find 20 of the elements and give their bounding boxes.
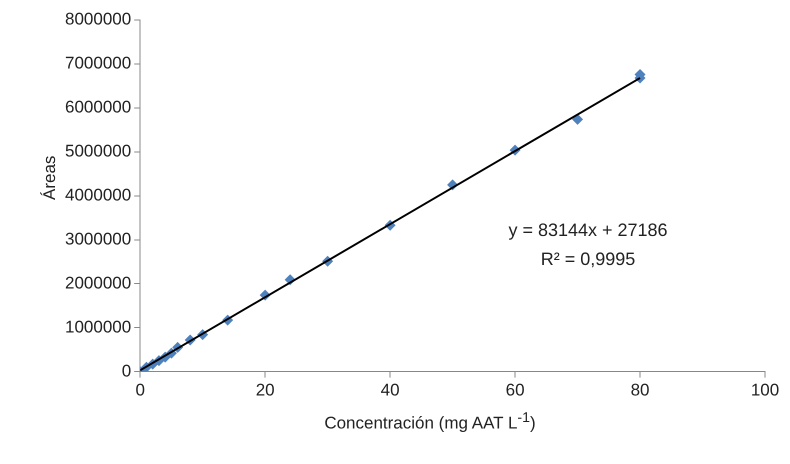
x-tick-label: 100 [750, 380, 780, 400]
x-tick-label: 80 [630, 380, 650, 400]
y-tick-label: 3000000 [64, 229, 132, 248]
y-tick-label: 1000000 [64, 317, 132, 336]
point [572, 114, 584, 125]
annotation: R² = 0,9995 [540, 249, 636, 269]
x-tick-label: 60 [506, 380, 525, 400]
y-axis-title: Áreas [40, 156, 60, 200]
y-tick-label: 6000000 [64, 98, 132, 117]
x-tick-label: 20 [256, 380, 275, 400]
y-tick-label: 4000000 [64, 185, 132, 204]
y-tick-label: 5000000 [64, 142, 132, 161]
y-tick-label: 7000000 [64, 54, 132, 73]
x-tick-label: 40 [380, 380, 400, 400]
x-tick-label: 0 [135, 380, 145, 400]
y-tick-label: 0 [122, 361, 132, 380]
x-axis-title: Concentración (mg AAT L$^{-1}$) [323, 410, 537, 434]
annotation: y = 83144x + 27186 [508, 220, 668, 240]
y-tick-label: 8000000 [64, 10, 132, 29]
y-tick-label: 2000000 [64, 273, 132, 292]
